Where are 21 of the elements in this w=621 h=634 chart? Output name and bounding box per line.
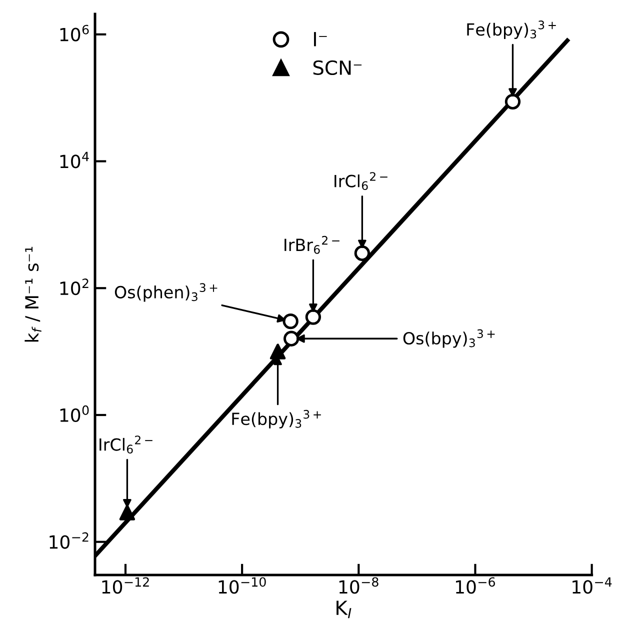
legend-label: SCN⁻ — [313, 60, 362, 76]
annotation: IrBr$_{6}$$^{2−}$ — [284, 236, 340, 254]
y-tick-label: 10$^{6}$ — [60, 24, 89, 42]
x-tick-label: 10$^{−8}$ — [339, 577, 378, 594]
x-axis-title: K$_{I}$ — [336, 600, 352, 618]
y-tick-label: 10$^{4}$ — [60, 152, 89, 168]
y-axis-title: k$_{f}$ / M⁻¹ s⁻¹ — [24, 246, 42, 342]
y-tick-label: 10$^{2}$ — [60, 278, 88, 296]
y-tick-label: 10$^{−2}$ — [50, 532, 88, 549]
annotation: Fe(bpy)$_{3}$$^{3+}$ — [232, 410, 321, 428]
annotation: IrCl$_{6}$$^{2−}$ — [100, 436, 152, 454]
x-tick-label: 10$^{−12}$ — [102, 577, 149, 594]
y-tick-label: 10$^{0}$ — [60, 405, 89, 422]
annotation: Fe(bpy)$_{3}$$^{3+}$ — [467, 20, 556, 39]
legend-label: I⁻ — [314, 32, 327, 46]
x-tick-label: 10$^{−10}$ — [218, 577, 266, 594]
annotation: IrCl$_{6}$$^{2−}$ — [334, 172, 388, 190]
annotation: Os(phen)$_{3}$$^{3+}$ — [114, 283, 218, 302]
x-tick-label: 10$^{−4}$ — [572, 577, 612, 594]
x-tick-label: 10$^{−6}$ — [456, 577, 495, 594]
annotation: Os(bpy)$_{3}$$^{3+}$ — [403, 329, 495, 348]
